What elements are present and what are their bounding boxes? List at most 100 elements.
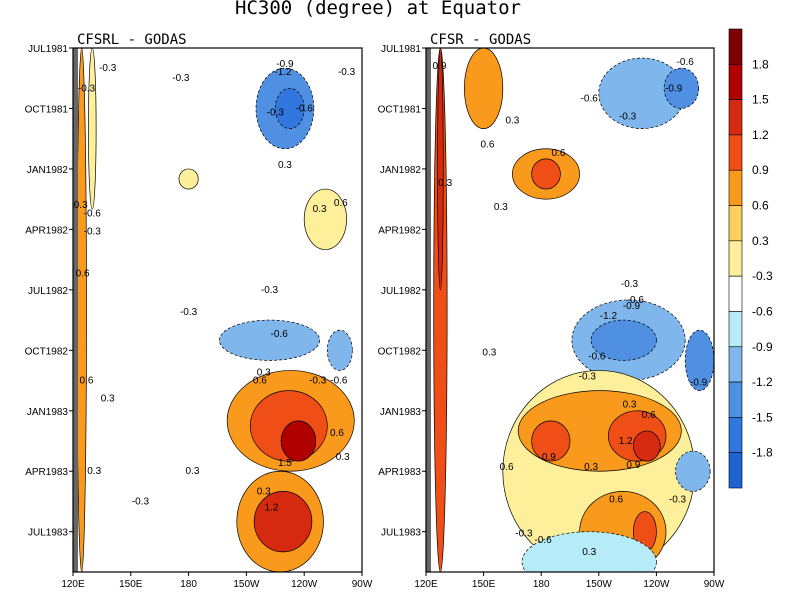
contour-label: -0.6 xyxy=(677,57,695,68)
contour-label: -0.3 xyxy=(619,112,637,123)
colorbar-label: 1.8 xyxy=(752,57,769,71)
contour-label: -0.9 xyxy=(623,301,641,312)
panels: -0.3-0.3-0.3-0.9-1.2 -0.3-0.3 -0.60.30.30.… xyxy=(25,32,725,590)
y-tick-label: APR1982 xyxy=(25,225,68,236)
y-tick-label: APR1983 xyxy=(25,467,68,478)
contour-label: -0.3 xyxy=(78,83,96,94)
x-tick-label: 150W xyxy=(586,579,613,590)
y-tick-label: JAN1982 xyxy=(27,165,69,176)
colorbar-label: 0.9 xyxy=(752,163,769,177)
contour-label: -0.6 xyxy=(535,535,553,546)
colorbar-swatch xyxy=(728,452,743,489)
contour-region xyxy=(433,48,448,572)
contour-region xyxy=(178,168,199,190)
contour-label: -0.3 xyxy=(515,529,533,540)
contour-region xyxy=(531,420,571,462)
contour-region xyxy=(464,48,504,129)
contour-region xyxy=(675,450,711,492)
colorbar-label: -0.9 xyxy=(752,340,773,354)
x-tick-label: 180 xyxy=(180,579,197,590)
contour-label: 0.3 xyxy=(101,394,115,405)
contour-label: 0.3 xyxy=(257,367,271,378)
contour-label: -0.3 xyxy=(669,494,687,505)
contour-region xyxy=(590,319,657,361)
colorbar: 1.8 1.5 1.2 0.9 0.6 0.3 -0.3 -0.6 -0.9 -1.2 -1.5 -1… xyxy=(728,28,773,489)
colorbar-swatch xyxy=(728,417,743,453)
y-tick-label: JAN1982 xyxy=(380,165,422,176)
contour-region xyxy=(521,531,657,572)
contour-region xyxy=(219,319,320,361)
colorbar-swatch xyxy=(728,240,743,277)
contour-region xyxy=(633,430,661,462)
contour-label: -1.2 xyxy=(274,67,292,78)
contour-label: -0.3 xyxy=(267,107,285,118)
y-tick-label: APR1983 xyxy=(378,467,421,478)
plot-background xyxy=(73,48,362,572)
colorbar-label: -1.8 xyxy=(752,446,773,460)
colorbar-swatch xyxy=(728,346,743,383)
contour-label: -0.3 xyxy=(132,496,150,507)
contour-label: 0.6 xyxy=(609,494,623,505)
contour-label: 0.3 xyxy=(438,178,452,189)
contour-label: -0.6 xyxy=(588,351,606,362)
contour-label: 0.3 xyxy=(494,202,508,213)
x-tick-label: 150E xyxy=(119,579,143,590)
contour-label: -0.3 xyxy=(84,226,102,237)
colorbar-swatch xyxy=(728,169,743,206)
contour-label: -0.3 xyxy=(261,285,279,296)
y-tick-label: OCT1981 xyxy=(378,104,422,115)
colorbar-label: -0.3 xyxy=(752,269,773,283)
contour-label: 0.3 xyxy=(278,160,292,171)
land-mask xyxy=(73,48,78,572)
contour-label: 0.6 xyxy=(76,269,90,280)
colorbar-label: 0.3 xyxy=(752,234,769,248)
contour-label: -0.6 xyxy=(581,93,599,104)
plot-frame xyxy=(72,47,363,573)
colorbar-label: -1.5 xyxy=(752,410,773,424)
x-tick-label: 150W xyxy=(233,579,260,590)
contour-label: 0.9 xyxy=(626,460,640,471)
y-tick-label: OCT1982 xyxy=(25,346,69,357)
contour-label: 0.3 xyxy=(257,486,271,497)
contour-label: 0.3 xyxy=(582,547,596,558)
y-tick-label: OCT1981 xyxy=(25,104,69,115)
contour-region xyxy=(326,329,353,371)
y-tick-label: JUL1982 xyxy=(28,286,68,297)
contour-label: 0.6 xyxy=(480,140,494,151)
panel-1: -0.3-0.3-0.3-0.9-1.2 -0.3-0.3 -0.60.30.30.… xyxy=(25,32,373,590)
x-tick-label: 90W xyxy=(704,579,725,590)
y-tick-label: APR1982 xyxy=(378,225,421,236)
plot-frame xyxy=(425,47,715,573)
plot-area: 0.9 -0.6-0.9-0.6-0.30.30.60.60.30.3-0.3-0… xyxy=(426,48,714,572)
x-tick-label: 180 xyxy=(533,579,550,590)
colorbar-label: 1.5 xyxy=(752,93,769,107)
contour-label: -0.3 xyxy=(309,376,327,387)
contour-region xyxy=(303,188,347,250)
colorbar-swatch xyxy=(728,275,743,312)
y-tick-label: JUL1982 xyxy=(381,286,421,297)
contour-label: -0.3 xyxy=(172,73,190,84)
contour-label: -0.6 xyxy=(627,295,645,306)
colorbar-swatch xyxy=(728,64,743,100)
x-tick-label: 90W xyxy=(352,579,373,590)
contour-label: 1.2 xyxy=(264,503,278,514)
x-tick-label: 120W xyxy=(643,579,670,590)
contour-region xyxy=(437,48,444,291)
contour-label: -0.9 xyxy=(690,378,708,389)
contour-label: 0.3 xyxy=(87,466,101,477)
contour-label: -0.3 xyxy=(180,307,198,318)
x-tick-label: 120W xyxy=(291,579,318,590)
contour-label: -0.3 xyxy=(99,63,117,74)
contour-label: 0.6 xyxy=(80,376,94,387)
x-tick-label: 120E xyxy=(414,579,438,590)
contour-label: -0.3 xyxy=(579,372,597,383)
y-tick-label: JUL1983 xyxy=(381,528,421,539)
contour-label: 0.3 xyxy=(482,347,496,358)
contour-region xyxy=(76,48,87,572)
contour-label: 0.6 xyxy=(500,462,514,473)
contour-label: 0.6 xyxy=(330,428,344,439)
contour-region xyxy=(253,491,313,553)
contour-label: 0.3 xyxy=(584,462,598,473)
land-mask xyxy=(426,48,431,572)
contour-label: 0.9 xyxy=(542,452,556,463)
